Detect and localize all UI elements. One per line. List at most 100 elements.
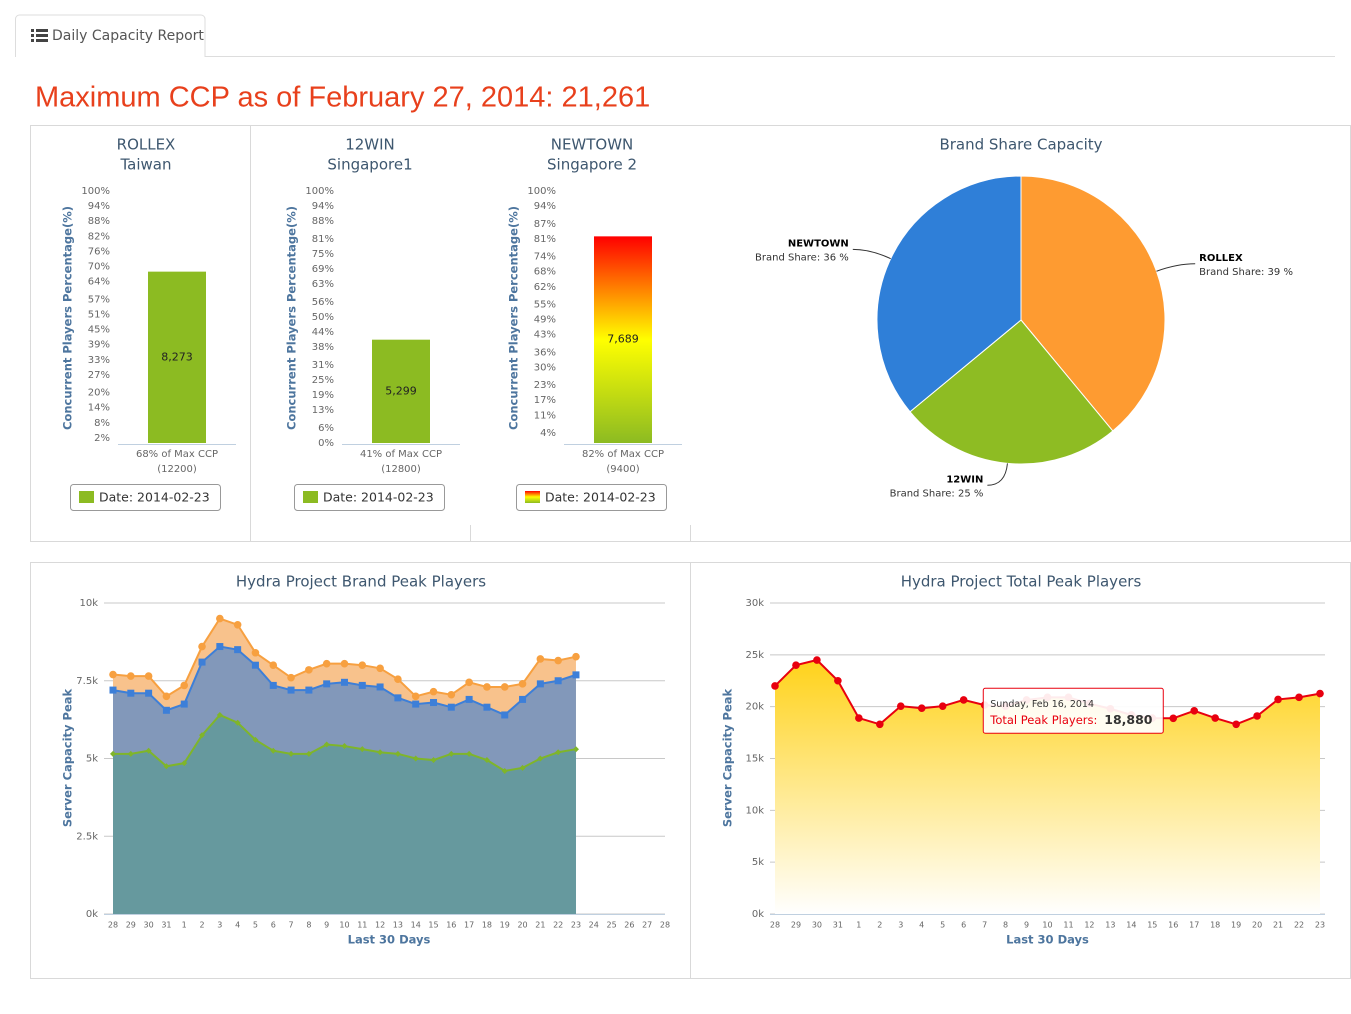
x-tick-label: 2	[877, 921, 882, 930]
y-tick-label: 23%	[534, 380, 556, 391]
y-tick-label: 33%	[88, 355, 110, 366]
point-marker	[394, 675, 402, 683]
point-marker	[234, 646, 242, 654]
point-marker	[537, 755, 544, 762]
y-tick-label: 49%	[534, 315, 556, 326]
y-tick-label: 55%	[534, 299, 556, 310]
point-marker	[1232, 720, 1240, 729]
y-tick-label: 64%	[88, 277, 110, 288]
y-tick-label: 5k	[86, 754, 98, 765]
legend-swatch	[525, 491, 540, 503]
x-tick-label: 18	[1210, 921, 1220, 930]
point-marker	[572, 671, 580, 679]
x-tick-label: 26	[624, 921, 634, 930]
y-tick-label: 17%	[534, 395, 556, 406]
point-marker	[163, 763, 170, 770]
x-tick-label: 24	[589, 921, 599, 930]
y-tick-label: 0k	[752, 909, 764, 920]
point-marker	[483, 757, 490, 764]
tooltip-value: 18,880	[1104, 712, 1153, 727]
point-marker	[1211, 714, 1219, 722]
point-marker	[162, 692, 171, 701]
point-marker	[305, 750, 312, 757]
point-marker	[412, 700, 420, 708]
pie-slice	[876, 175, 1022, 413]
point-marker	[199, 732, 206, 739]
x-tick-label: 23	[1315, 921, 1325, 930]
y-tick-label: 30%	[534, 362, 556, 373]
x-tick-label: 3	[217, 921, 222, 930]
pie-label-share: Brand Share: 25 %	[890, 488, 984, 499]
x-tick-label: 10	[1042, 921, 1052, 930]
point-marker	[483, 683, 491, 691]
y-tick-label: 10k	[745, 805, 764, 816]
x-axis-label: Last 30 Days	[1006, 933, 1089, 947]
point-marker	[1274, 695, 1282, 704]
point-marker	[216, 614, 224, 623]
y-tick-label: 20k	[745, 702, 764, 713]
x-tick-label: 1	[182, 921, 187, 930]
tooltip-box	[982, 687, 1164, 734]
y-tick-label: 62%	[534, 282, 556, 293]
y-tick-label: 19%	[312, 390, 334, 401]
chart-title: Hydra Project Total Peak Players	[901, 573, 1142, 591]
point-marker	[518, 680, 527, 688]
point-marker	[287, 686, 295, 694]
point-marker	[110, 750, 116, 757]
point-marker	[483, 703, 491, 711]
tab[interactable]: Daily Capacity Report	[15, 14, 206, 57]
y-tick-label: 44%	[312, 327, 334, 338]
x-tick-label: 4	[919, 921, 924, 930]
bar-label: 7,689	[607, 333, 639, 346]
x-tick-label: 11	[1063, 921, 1073, 930]
point-marker	[269, 681, 277, 689]
x-tick-note: (9400)	[606, 464, 639, 475]
headline: Maximum CCP as of February 27, 2014: 21,…	[35, 82, 650, 114]
x-tick-label: 8	[306, 921, 311, 930]
x-tick-note: (12800)	[381, 464, 421, 475]
y-tick-label: 5k	[752, 857, 764, 868]
point-marker	[216, 643, 224, 651]
x-tick-label: 28	[108, 921, 118, 930]
point-marker	[252, 736, 259, 743]
point-marker	[127, 750, 134, 757]
y-tick-label: 27%	[88, 370, 110, 381]
y-tick-label: 50%	[312, 312, 334, 323]
x-tick-label: 31	[833, 921, 843, 930]
pie-slice	[909, 319, 1114, 465]
point-marker	[572, 652, 580, 661]
y-tick-label: 0%	[318, 438, 334, 449]
point-marker	[288, 750, 295, 757]
point-marker	[1295, 693, 1303, 702]
point-marker	[501, 711, 509, 719]
point-marker	[145, 689, 153, 697]
point-marker	[270, 747, 277, 754]
x-tick-label: 41% of Max CCP	[360, 449, 442, 460]
y-tick-label: 2.5k	[76, 831, 98, 842]
point-marker	[376, 683, 384, 691]
point-marker	[572, 746, 579, 753]
chart-subtitle: Taiwan	[119, 156, 171, 174]
x-tick-label: 14	[411, 921, 421, 930]
point-marker	[233, 620, 242, 629]
point-marker	[180, 700, 188, 708]
point-marker	[771, 682, 779, 690]
label-connector	[852, 248, 891, 260]
x-tick-label: 2	[199, 921, 204, 930]
bar	[372, 339, 430, 443]
x-tick-label: 9	[324, 921, 329, 930]
legend-box	[294, 484, 445, 511]
point-marker	[109, 670, 117, 679]
point-marker	[358, 661, 367, 669]
point-marker	[216, 711, 223, 718]
y-tick-label: 56%	[312, 297, 334, 308]
point-marker	[1169, 714, 1178, 723]
point-marker	[876, 720, 884, 729]
x-tick-label: 21	[535, 921, 545, 930]
point-marker	[198, 642, 206, 651]
x-tick-label: 3	[898, 921, 903, 930]
point-marker	[813, 656, 821, 664]
x-tick-label: 19	[500, 921, 510, 930]
y-tick-label: 25%	[312, 375, 334, 386]
